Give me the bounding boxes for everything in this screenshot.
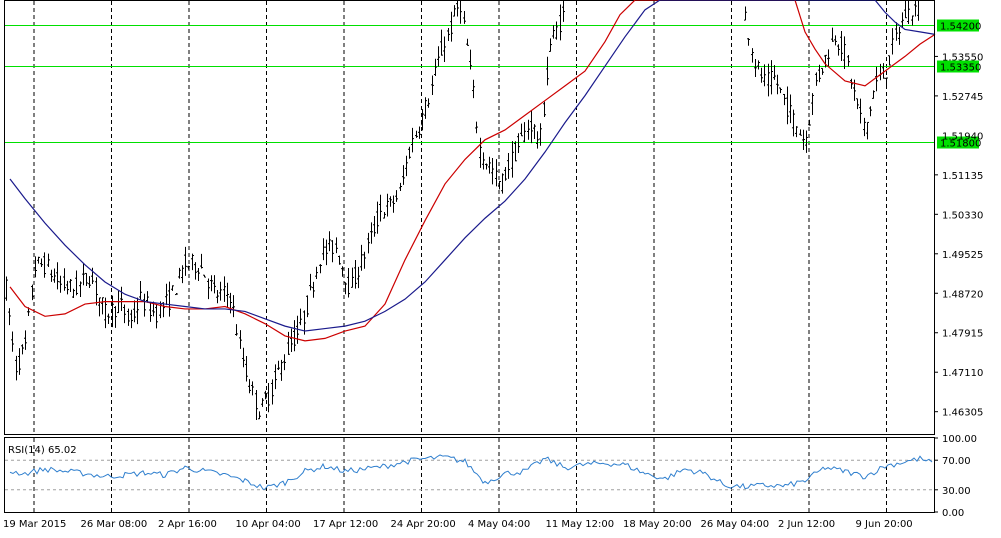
level-label: 1.54200 (940, 22, 981, 33)
price-tick-label: 1.47915 (942, 329, 983, 340)
time-tick-label: 19 Mar 2015 (3, 519, 66, 530)
price-panel: 1.54200 1.53350 1.51800 (4, 0, 981, 435)
price-tick-label: 1.47110 (942, 368, 983, 379)
time-tick-label: 2 Jun 12:00 (778, 519, 835, 530)
price-panel-frame (4, 0, 935, 435)
moving-averages (9, 0, 936, 342)
level-label: 1.53350 (940, 63, 981, 74)
rsi-panel: RSI(14) 65.02 (4, 437, 935, 513)
horizontal-levels: 1.54200 1.53350 1.51800 (5, 19, 981, 150)
time-gridlines (33, 1, 887, 434)
time-tick-label: 17 Apr 12:00 (313, 519, 378, 530)
rsi-tick-label: 0.00 (942, 508, 964, 519)
rsi-time-gridlines (33, 438, 887, 512)
rsi-tick-label: 30.00 (942, 486, 971, 497)
time-tick-label: 9 Jun 20:00 (856, 519, 913, 530)
time-axis: 19 Mar 2015 26 Mar 08:00 2 Apr 16:00 10 Apr… (3, 519, 913, 530)
price-tick-label: 1.48720 (942, 289, 983, 300)
price-tick-label: 1.50330 (942, 210, 983, 221)
time-tick-label: 11 May 12:00 (546, 519, 615, 530)
rsi-series (9, 454, 933, 490)
price-tick-label: 1.46305 (942, 408, 983, 419)
moving-average-line (9, 0, 936, 332)
current-price-label: 1.51940 (942, 131, 983, 142)
rsi-tick-label: 100.00 (942, 434, 977, 445)
candles (5, 0, 920, 420)
rsi-tick-label: 70.00 (942, 456, 971, 467)
level-label-bg (937, 60, 979, 73)
rsi-line (9, 454, 933, 490)
time-tick-label: 18 May 20:00 (623, 519, 692, 530)
time-tick-label: 24 Apr 20:00 (391, 519, 456, 530)
time-tick-label: 26 Mar 08:00 (81, 519, 148, 530)
price-tick-label: 1.53550 (942, 52, 983, 63)
price-tick-label: 1.52745 (942, 92, 983, 103)
level-label-bg (937, 19, 979, 32)
rsi-axis: 100.00 70.00 30.00 0.00 (934, 434, 977, 519)
time-tick-label: 4 May 04:00 (468, 519, 530, 530)
price-tick-label: 1.49525 (942, 250, 983, 261)
rsi-reference-levels (5, 459, 934, 491)
time-tick-label: 2 Apr 16:00 (158, 519, 217, 530)
rsi-panel-frame (4, 437, 935, 513)
time-tick-label: 26 May 04:00 (701, 519, 770, 530)
rsi-title: RSI(14) 65.02 (8, 445, 77, 456)
level-label-bg (937, 136, 979, 149)
time-tick-label: 10 Apr 04:00 (236, 519, 301, 530)
price-tick-label: 1.51135 (942, 171, 983, 182)
price-axis: 1.53550 1.52745 1.51135 1.50330 1.49525 1.487… (934, 1, 983, 434)
level-label: 1.51800 (940, 139, 981, 150)
